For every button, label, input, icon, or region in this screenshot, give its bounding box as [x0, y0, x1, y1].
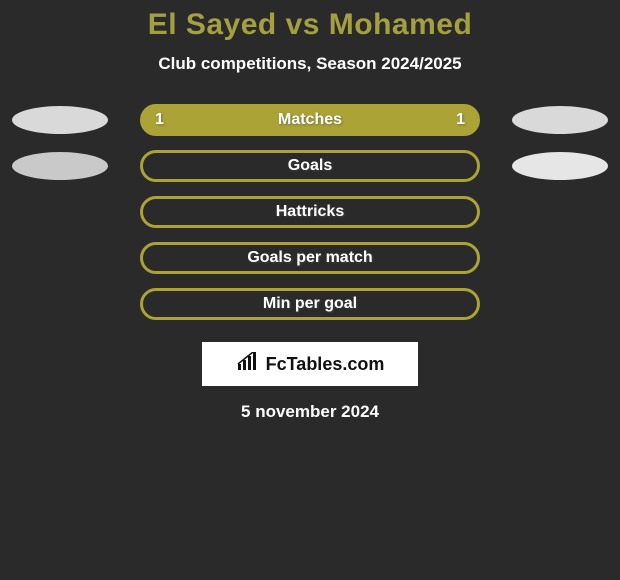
stat-row-hattricks: Hattricks — [0, 196, 620, 228]
subtitle: Club competitions, Season 2024/2025 — [0, 54, 620, 74]
stat-label: Min per goal — [263, 295, 357, 313]
stat-right-value: 1 — [456, 111, 465, 129]
right-ellipse — [512, 106, 608, 134]
left-ellipse — [12, 106, 108, 134]
stat-label: Goals per match — [247, 249, 372, 267]
stat-row-min-per-goal: Min per goal — [0, 288, 620, 320]
right-ellipse — [512, 152, 608, 180]
stat-bar: Min per goal — [140, 288, 480, 320]
date-label: 5 november 2024 — [0, 402, 620, 422]
stat-row-goals-per-match: Goals per match — [0, 242, 620, 274]
attribution-text: FcTables.com — [266, 354, 385, 375]
attribution-badge: FcTables.com — [202, 342, 418, 386]
stat-label: Hattricks — [276, 203, 344, 221]
stat-bar: 1 Matches 1 — [140, 104, 480, 136]
stat-row-matches: 1 Matches 1 — [0, 104, 620, 136]
stat-rows: 1 Matches 1 Goals Hattricks — [0, 104, 620, 320]
page-title: El Sayed vs Mohamed — [0, 8, 620, 42]
bar-chart-icon — [236, 352, 260, 377]
stat-bar: Goals per match — [140, 242, 480, 274]
stat-bar: Goals — [140, 150, 480, 182]
stat-label: Goals — [288, 157, 332, 175]
left-ellipse — [12, 152, 108, 180]
stat-row-goals: Goals — [0, 150, 620, 182]
stat-bar: Hattricks — [140, 196, 480, 228]
comparison-infographic: El Sayed vs Mohamed Club competitions, S… — [0, 0, 620, 422]
stat-label: Matches — [278, 111, 342, 129]
stat-left-value: 1 — [155, 111, 164, 129]
